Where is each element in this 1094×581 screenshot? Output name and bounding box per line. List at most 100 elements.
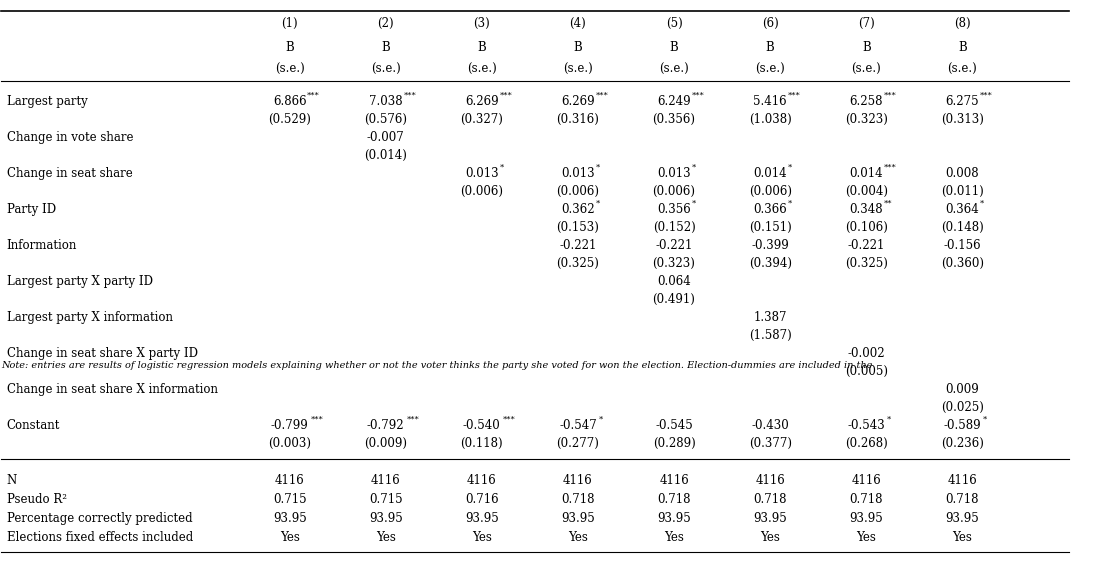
- Text: (5): (5): [665, 17, 683, 30]
- Text: 4116: 4116: [371, 474, 400, 487]
- Text: (0.576): (0.576): [364, 113, 407, 126]
- Text: (7): (7): [858, 17, 874, 30]
- Text: (0.277): (0.277): [557, 437, 600, 450]
- Text: (6): (6): [761, 17, 779, 30]
- Text: 6.269: 6.269: [561, 95, 595, 107]
- Text: 4116: 4116: [851, 474, 881, 487]
- Text: *: *: [595, 164, 600, 172]
- Text: 93.95: 93.95: [657, 512, 691, 525]
- Text: *: *: [691, 200, 696, 208]
- Text: 0.718: 0.718: [754, 493, 787, 506]
- Text: -0.430: -0.430: [752, 419, 789, 432]
- Text: (0.004): (0.004): [845, 185, 887, 198]
- Text: 0.348: 0.348: [849, 203, 883, 216]
- Text: 7.038: 7.038: [369, 95, 403, 107]
- Text: 6.258: 6.258: [849, 95, 883, 107]
- Text: (s.e.): (s.e.): [563, 63, 593, 76]
- Text: (0.152): (0.152): [653, 221, 696, 234]
- Text: ***: ***: [407, 416, 419, 424]
- Text: (4): (4): [570, 17, 586, 30]
- Text: ***: ***: [500, 92, 512, 100]
- Text: 4116: 4116: [660, 474, 689, 487]
- Text: Yes: Yes: [857, 531, 876, 544]
- Text: 0.013: 0.013: [465, 167, 499, 180]
- Text: Elections fixed effects included: Elections fixed effects included: [7, 531, 193, 544]
- Text: 6.866: 6.866: [272, 95, 306, 107]
- Text: (1.038): (1.038): [748, 113, 791, 126]
- Text: (0.313): (0.313): [941, 113, 984, 126]
- Text: (s.e.): (s.e.): [467, 63, 497, 76]
- Text: B: B: [286, 41, 294, 54]
- Text: 93.95: 93.95: [561, 512, 595, 525]
- Text: B: B: [382, 41, 391, 54]
- Text: (1): (1): [281, 17, 298, 30]
- Text: Change in seat share: Change in seat share: [7, 167, 132, 180]
- Text: (0.268): (0.268): [845, 437, 887, 450]
- Text: Percentage correctly predicted: Percentage correctly predicted: [7, 512, 193, 525]
- Text: 4116: 4116: [563, 474, 593, 487]
- Text: (0.011): (0.011): [941, 185, 984, 198]
- Text: 6.249: 6.249: [657, 95, 690, 107]
- Text: (0.006): (0.006): [652, 185, 696, 198]
- Text: Information: Information: [7, 239, 77, 252]
- Text: Yes: Yes: [280, 531, 300, 544]
- Text: 93.95: 93.95: [272, 512, 306, 525]
- Text: (0.491): (0.491): [653, 293, 696, 306]
- Text: -0.540: -0.540: [463, 419, 501, 432]
- Text: -0.002: -0.002: [848, 347, 885, 360]
- Text: ***: ***: [307, 92, 321, 100]
- Text: (0.325): (0.325): [845, 257, 887, 270]
- Text: -0.543: -0.543: [848, 419, 885, 432]
- Text: (s.e.): (s.e.): [851, 63, 881, 76]
- Text: Largest party X information: Largest party X information: [7, 311, 173, 324]
- Text: Largest party X party ID: Largest party X party ID: [7, 275, 153, 288]
- Text: (0.006): (0.006): [748, 185, 792, 198]
- Text: (s.e.): (s.e.): [947, 63, 977, 76]
- Text: *: *: [980, 200, 985, 208]
- Text: 0.718: 0.718: [849, 493, 883, 506]
- Text: 0.366: 0.366: [754, 203, 787, 216]
- Text: ***: ***: [980, 92, 992, 100]
- Text: (0.148): (0.148): [941, 221, 984, 234]
- Text: 0.718: 0.718: [945, 493, 979, 506]
- Text: 0.715: 0.715: [272, 493, 306, 506]
- Text: -0.156: -0.156: [943, 239, 981, 252]
- Text: (8): (8): [954, 17, 970, 30]
- Text: (0.360): (0.360): [941, 257, 984, 270]
- Text: -0.792: -0.792: [366, 419, 405, 432]
- Text: -0.007: -0.007: [366, 131, 405, 144]
- Text: Pseudo R²: Pseudo R²: [7, 493, 67, 506]
- Text: (0.014): (0.014): [364, 149, 407, 162]
- Text: (0.394): (0.394): [748, 257, 792, 270]
- Text: (s.e.): (s.e.): [275, 63, 304, 76]
- Text: (0.005): (0.005): [845, 365, 887, 378]
- Text: -0.547: -0.547: [559, 419, 597, 432]
- Text: (0.009): (0.009): [364, 437, 407, 450]
- Text: *: *: [691, 164, 696, 172]
- Text: (0.106): (0.106): [845, 221, 887, 234]
- Text: (0.289): (0.289): [653, 437, 696, 450]
- Text: (0.377): (0.377): [748, 437, 792, 450]
- Text: B: B: [862, 41, 871, 54]
- Text: 0.013: 0.013: [657, 167, 690, 180]
- Text: Yes: Yes: [953, 531, 973, 544]
- Text: Yes: Yes: [376, 531, 396, 544]
- Text: (0.118): (0.118): [461, 437, 503, 450]
- Text: 93.95: 93.95: [945, 512, 979, 525]
- Text: 6.275: 6.275: [945, 95, 979, 107]
- Text: ***: ***: [884, 92, 897, 100]
- Text: 1.387: 1.387: [754, 311, 787, 324]
- Text: 0.716: 0.716: [465, 493, 499, 506]
- Text: (0.025): (0.025): [941, 401, 984, 414]
- Text: (s.e.): (s.e.): [755, 63, 785, 76]
- Text: 4116: 4116: [947, 474, 977, 487]
- Text: (0.327): (0.327): [461, 113, 503, 126]
- Text: Yes: Yes: [760, 531, 780, 544]
- Text: (0.236): (0.236): [941, 437, 984, 450]
- Text: *: *: [984, 416, 987, 424]
- Text: *: *: [887, 416, 892, 424]
- Text: (0.323): (0.323): [845, 113, 887, 126]
- Text: Yes: Yes: [568, 531, 587, 544]
- Text: -0.399: -0.399: [752, 239, 789, 252]
- Text: *: *: [788, 164, 792, 172]
